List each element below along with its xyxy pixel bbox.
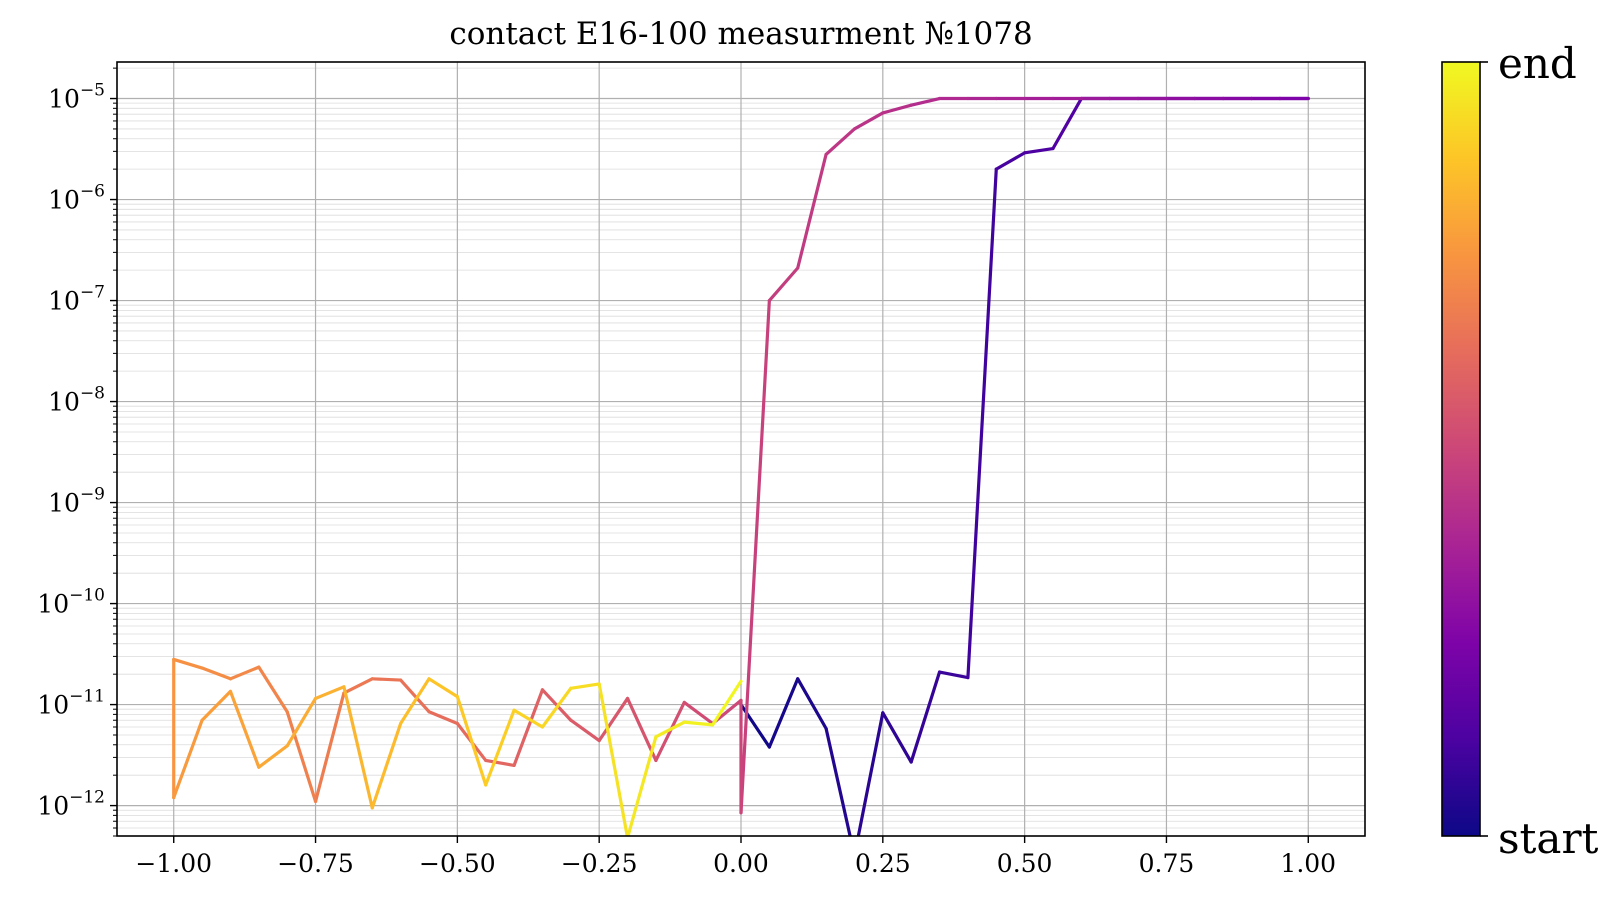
x-axis-ticks: −1.00 −0.75 −0.50 −0.25 0.00 0.25 0.50 0.75 1.00 [135, 836, 1336, 878]
sweep-segment [512, 708, 545, 729]
sweep-segment [682, 720, 715, 727]
x-tick-label: −0.25 [561, 849, 638, 878]
sweep-segment [739, 298, 771, 815]
y-tick-label: 10−10 [37, 586, 105, 619]
x-tick-label: 0.25 [855, 849, 911, 878]
sweep-segment [569, 718, 601, 743]
sweep-segment [200, 666, 233, 681]
sweep-segment [796, 152, 828, 270]
y-tick-label: 10−9 [48, 485, 105, 518]
sweep-segment [370, 721, 403, 810]
x-tick-label: 1.00 [1280, 849, 1336, 878]
sweep-segment [512, 688, 545, 767]
sweep-segment [881, 103, 913, 115]
x-tick-label: −0.50 [419, 849, 496, 878]
y-tick-label: 10−5 [48, 81, 105, 114]
sweep-segment [1023, 146, 1055, 155]
sweep-segment [654, 700, 686, 763]
sweep-segment [994, 151, 1027, 171]
sweep-segment [484, 708, 516, 787]
sweep-segment [370, 677, 403, 682]
sweep-segment [767, 677, 800, 749]
x-tick-label: −1.00 [135, 849, 212, 878]
sweep-segment [399, 678, 431, 714]
sweep-segment [796, 677, 828, 731]
x-tick-label: 0.75 [1139, 849, 1195, 878]
sweep-segment [257, 665, 289, 714]
sweep-segment [881, 711, 913, 764]
sweep-segment [540, 686, 573, 729]
sweep-segment [172, 718, 204, 800]
sweep-segment [1051, 96, 1083, 151]
sweep-segment [767, 266, 800, 303]
colorbar-label-start: start [1498, 814, 1599, 863]
sweep-segment [285, 710, 318, 804]
sweep-segment [937, 670, 970, 680]
chart-title: contact E16-100 measurment №1078 [449, 16, 1032, 52]
x-tick-label: 0.50 [997, 849, 1053, 878]
sweep-segment [342, 677, 374, 695]
x-tick-label: −0.75 [277, 849, 354, 878]
sweep-segment [285, 696, 318, 748]
sweep-segment [824, 127, 857, 156]
sweep-segment [856, 711, 885, 836]
y-tick-label: 10−11 [37, 687, 105, 720]
sweep-segment [711, 679, 743, 727]
sweep-segment [200, 689, 233, 722]
sweep-segment [228, 665, 261, 681]
sweep-segment [399, 677, 431, 726]
colorbar: end start [1441, 39, 1599, 863]
y-axis-ticks: 10−12 10−11 10−10 10−9 10−8 10−7 10−6 10−5 [37, 81, 117, 821]
y-tick-label: 10−7 [48, 283, 105, 316]
sweep-segment [852, 111, 885, 131]
sweep-segment [824, 726, 852, 836]
sweep-segment [966, 167, 998, 680]
sweep-segment [257, 744, 289, 769]
sweep-segment [455, 694, 488, 787]
sweep-segment [682, 700, 715, 726]
iv-curve-series [172, 96, 1310, 836]
sweep-segment [569, 682, 601, 690]
y-tick-label: 10−12 [37, 788, 105, 821]
sweep-segment [597, 682, 629, 836]
sweep-segment [228, 689, 261, 769]
sweep-segment [484, 758, 516, 767]
sweep-segment [342, 685, 374, 810]
x-tick-label: 0.00 [713, 849, 769, 878]
colorbar-label-end: end [1498, 39, 1577, 88]
colorbar-gradient [1441, 61, 1481, 837]
y-tick-label: 10−8 [48, 384, 105, 417]
sweep-segment [909, 96, 942, 107]
sweep-segment [597, 696, 630, 743]
sweep-segment [427, 677, 459, 699]
y-tick-label: 10−6 [48, 182, 105, 215]
sweep-segment [626, 735, 658, 836]
sweep-segment [313, 685, 346, 701]
sweep-segment [427, 710, 459, 726]
sweep-segment [172, 657, 204, 670]
sweep-segment [313, 691, 346, 804]
sweep-segment [909, 670, 942, 764]
sweep-segment [654, 720, 686, 739]
